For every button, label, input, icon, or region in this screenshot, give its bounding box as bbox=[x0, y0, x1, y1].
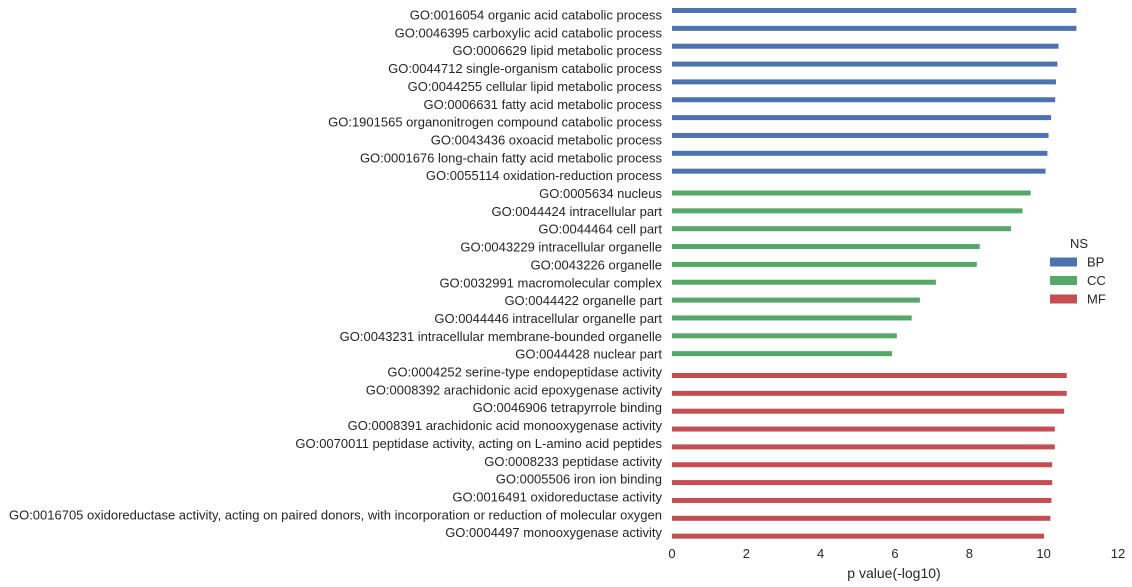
category-label: GO:0055114 oxidation-reduction process bbox=[426, 168, 663, 183]
bar-bp bbox=[672, 43, 1059, 49]
bar-cc bbox=[672, 208, 1023, 214]
legend: NS BP CC MF bbox=[1050, 236, 1106, 307]
bar-bp bbox=[672, 150, 1048, 156]
category-label: GO:0044464 cell part bbox=[538, 222, 662, 237]
category-label: GO:0044712 single-organism catabolic pro… bbox=[388, 61, 662, 76]
category-label: GO:0032991 macromolecular complex bbox=[439, 275, 662, 290]
legend-label-mf: MF bbox=[1087, 292, 1106, 307]
category-label: GO:0070011 peptidase activity, acting on… bbox=[295, 436, 662, 451]
bar-cc bbox=[672, 351, 893, 357]
category-label: GO:0008233 peptidase activity bbox=[484, 454, 662, 469]
bar-bp bbox=[672, 168, 1046, 174]
x-tick-label: 2 bbox=[743, 546, 750, 561]
category-label: GO:0016705 oxidoreductase activity, acti… bbox=[9, 507, 662, 522]
category-label: GO:0001676 long-chain fatty acid metabol… bbox=[360, 150, 663, 165]
x-tick-label: 4 bbox=[817, 546, 824, 561]
category-label: GO:0044446 intracellular organelle part bbox=[434, 311, 662, 326]
bar-mf bbox=[672, 533, 1045, 539]
bar-bp bbox=[672, 61, 1058, 67]
bar-bp bbox=[672, 132, 1049, 138]
category-label: GO:0005506 iron ion binding bbox=[496, 472, 662, 487]
legend-swatch-mf bbox=[1050, 294, 1077, 304]
bar-cc bbox=[672, 315, 912, 321]
bar-bp bbox=[672, 79, 1056, 85]
bar-cc bbox=[672, 226, 1011, 232]
bar-mf bbox=[672, 462, 1053, 468]
bar-cc bbox=[672, 333, 897, 339]
category-label: GO:0005634 nucleus bbox=[539, 186, 662, 201]
x-axis-label: p value(-log10) bbox=[847, 565, 940, 581]
category-label: GO:0008391 arachidonic acid monooxygenas… bbox=[348, 418, 663, 433]
x-axis: p value(-log10) 0 2 4 6 8 10 12 bbox=[668, 546, 1125, 581]
bar-cc bbox=[672, 244, 980, 250]
category-label: GO:0004252 serine-type endopeptidase act… bbox=[387, 365, 662, 380]
legend-swatch-cc bbox=[1050, 276, 1077, 285]
category-labels: GO:0016054 organic acid catabolic proces… bbox=[9, 8, 663, 541]
legend-label-cc: CC bbox=[1087, 273, 1106, 288]
bar-cc bbox=[672, 261, 977, 267]
x-tick-label: 12 bbox=[1111, 546, 1125, 561]
bar-bp bbox=[672, 8, 1077, 13]
category-label: GO:0043229 intracellular organelle bbox=[460, 240, 662, 255]
bar-mf bbox=[672, 426, 1055, 432]
bar-bp bbox=[672, 97, 1056, 103]
bar-mf bbox=[672, 390, 1067, 396]
category-label: GO:0006629 lipid metabolic process bbox=[452, 43, 662, 58]
bar-bp bbox=[672, 115, 1052, 121]
category-label: GO:0004497 monooxygenase activity bbox=[445, 525, 662, 540]
category-label: GO:0043436 oxoacid metabolic process bbox=[431, 132, 663, 147]
bar-cc bbox=[672, 190, 1031, 196]
bar-mf bbox=[672, 480, 1053, 486]
bars-group bbox=[672, 8, 1077, 539]
x-tick-label: 6 bbox=[891, 546, 898, 561]
category-label: GO:0044424 intracellular part bbox=[491, 204, 662, 219]
legend-label-bp: BP bbox=[1087, 255, 1104, 270]
bar-mf bbox=[672, 444, 1055, 450]
category-label: GO:0044428 nuclear part bbox=[515, 347, 662, 362]
bar-bp bbox=[672, 25, 1077, 31]
category-label: GO:0046395 carboxylic acid catabolic pro… bbox=[395, 25, 663, 40]
category-label: GO:0008392 arachidonic acid epoxygenase … bbox=[366, 382, 663, 397]
category-label: GO:0016054 organic acid catabolic proces… bbox=[410, 8, 663, 23]
category-label: GO:0016491 oxidoreductase activity bbox=[452, 489, 662, 504]
category-label: GO:0043231 intracellular membrane-bounde… bbox=[340, 329, 662, 344]
bar-cc bbox=[672, 279, 936, 285]
category-label: GO:0006631 fatty acid metabolic process bbox=[424, 97, 663, 112]
category-label: GO:1901565 organonitrogen compound catab… bbox=[328, 115, 662, 130]
bar-mf bbox=[672, 373, 1067, 378]
bar-mf bbox=[672, 497, 1052, 503]
bar-mf bbox=[672, 515, 1051, 521]
x-tick-label: 0 bbox=[668, 546, 675, 561]
category-label: GO:0044255 cellular lipid metabolic proc… bbox=[408, 79, 663, 94]
category-label: GO:0043226 organelle bbox=[530, 257, 662, 272]
x-tick-label: 10 bbox=[1036, 546, 1050, 561]
x-tick-label: 8 bbox=[966, 546, 973, 561]
bar-cc bbox=[672, 297, 920, 303]
legend-title: NS bbox=[1070, 236, 1088, 251]
category-label: GO:0046906 tetrapyrrole binding bbox=[473, 400, 662, 415]
category-label: GO:0044422 organelle part bbox=[504, 293, 662, 308]
legend-swatch-bp bbox=[1050, 257, 1077, 267]
bar-mf bbox=[672, 408, 1065, 414]
